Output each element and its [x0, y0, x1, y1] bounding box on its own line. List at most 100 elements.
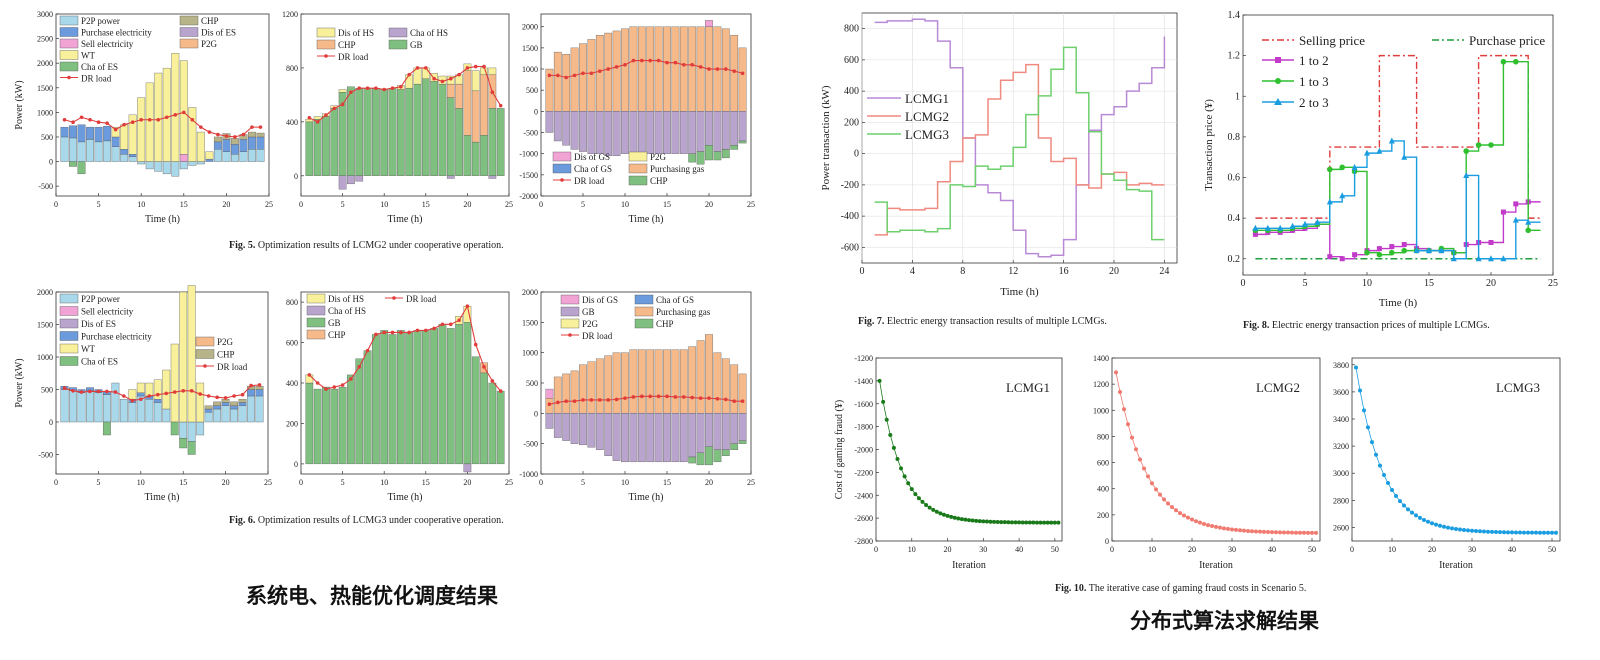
iteration-point	[884, 417, 889, 422]
iteration-point	[1002, 520, 1007, 525]
bar-segment	[313, 116, 322, 120]
bar-segment	[363, 350, 372, 465]
bar-segment	[162, 67, 171, 162]
iteration-point	[1382, 472, 1386, 477]
bar-segment	[136, 382, 145, 393]
legend-label: DR load	[574, 176, 605, 186]
bar-segment	[696, 452, 705, 466]
y-axis-label: Power (kW)	[14, 358, 25, 407]
legend-dr-marker	[203, 364, 207, 368]
panel-label: LCMG1	[1006, 380, 1050, 395]
bar-segment	[347, 374, 355, 465]
bar-segment	[179, 60, 188, 155]
y-tick-label: 1	[1235, 91, 1240, 102]
y-tick-label: 200	[844, 117, 859, 128]
dr-load-point	[440, 322, 445, 327]
bar-segment	[713, 449, 722, 463]
bar-segment	[738, 111, 747, 142]
iteration-point	[1462, 527, 1466, 532]
bar-segment	[730, 34, 739, 112]
iteration-point	[1006, 520, 1011, 525]
dr-load-point	[432, 326, 436, 331]
series-marker	[1488, 240, 1494, 245]
iteration-point	[1434, 522, 1438, 527]
bar-segment	[730, 111, 739, 146]
bar-segment	[738, 440, 747, 444]
bar-segment	[137, 97, 146, 162]
dr-load-point	[715, 67, 720, 71]
x-tick-label: 8	[960, 266, 965, 277]
dr-load-point	[673, 60, 678, 65]
iteration-point	[1186, 515, 1190, 520]
series-marker	[1401, 242, 1407, 248]
series-marker	[1413, 247, 1420, 254]
dr-load-point	[482, 365, 486, 369]
fig5c-chart: -2000 -1500 -1000 -500 0 500 1000 1500 2000 0 5 10 1…	[519, 13, 755, 225]
dr-load-point	[547, 402, 552, 407]
iteration-point	[1027, 520, 1032, 525]
dr-load-point	[147, 394, 152, 398]
x-axis-label: Iteration	[1199, 560, 1233, 571]
iteration-point	[1406, 507, 1410, 512]
iteration-point	[1114, 370, 1118, 375]
series-marker	[1302, 220, 1308, 227]
dr-load-point	[490, 379, 495, 383]
bar-segment	[305, 382, 314, 465]
bar-segment	[111, 136, 120, 147]
legend-swatch	[179, 15, 199, 26]
bar-segment	[153, 402, 162, 423]
legend-label: GB	[410, 40, 423, 50]
dr-load-point	[665, 394, 669, 399]
x-tick-label: 5	[341, 200, 345, 209]
dr-load-point	[498, 103, 503, 108]
y-tick-label: -1000	[519, 470, 538, 479]
legend-label: 2 to 3	[1299, 95, 1329, 110]
bar-segment	[171, 53, 180, 162]
bar-segment	[388, 87, 397, 176]
legend-label: P2P power	[81, 16, 120, 26]
iteration-point	[934, 509, 939, 514]
dr-load-point	[390, 86, 395, 90]
bar-segment	[663, 26, 671, 112]
y-tick-label: 1.2	[1228, 51, 1241, 62]
bar-segment	[86, 139, 95, 162]
series-marker	[1388, 137, 1395, 144]
series-marker	[1438, 247, 1445, 254]
dr-load-point	[324, 113, 328, 117]
y-tick-label: -2000	[519, 192, 538, 201]
y-tick-label: 1.4	[1228, 10, 1241, 21]
legend-label: Cha of ES	[81, 357, 118, 367]
iteration-point	[1398, 499, 1402, 504]
bar-segment	[488, 175, 497, 179]
bar-segment	[77, 161, 86, 175]
fig7-panel: -600 -400 -200 0 200 400 600 800 0 4 8 12 16 20 24 Time…	[815, 0, 1195, 310]
dr-load-point	[715, 396, 720, 401]
x-tick-label: 20	[944, 545, 952, 554]
dr-load-point	[740, 399, 745, 403]
x-tick-label: 0	[539, 478, 543, 487]
dr-load-point	[390, 330, 395, 335]
dr-load-point	[547, 73, 552, 78]
x-axis-label: Time (h)	[388, 492, 423, 503]
bar-segment	[330, 388, 339, 465]
bar-segment	[587, 111, 596, 154]
iteration-point	[1538, 530, 1542, 535]
iteration-point	[1194, 519, 1198, 524]
y-tick-label: 2000	[522, 288, 538, 297]
bar-segment	[430, 81, 438, 176]
legend-swatch	[306, 329, 326, 340]
iteration-point	[1294, 530, 1298, 535]
dr-load-point	[740, 71, 745, 76]
y-tick-label: -1500	[519, 171, 538, 180]
x-tick-label: 0	[299, 478, 303, 487]
dr-load-point	[224, 134, 229, 138]
x-tick-label: 24	[1159, 266, 1169, 277]
bar-segment	[595, 34, 604, 112]
series-line-lcmg2	[874, 63, 1165, 236]
bar-segment	[230, 401, 238, 406]
bar-segment	[179, 438, 188, 449]
dr-load-point	[581, 71, 585, 76]
iteration-point	[1414, 513, 1418, 518]
bar-segment	[637, 111, 646, 154]
iteration-point	[1258, 529, 1262, 534]
